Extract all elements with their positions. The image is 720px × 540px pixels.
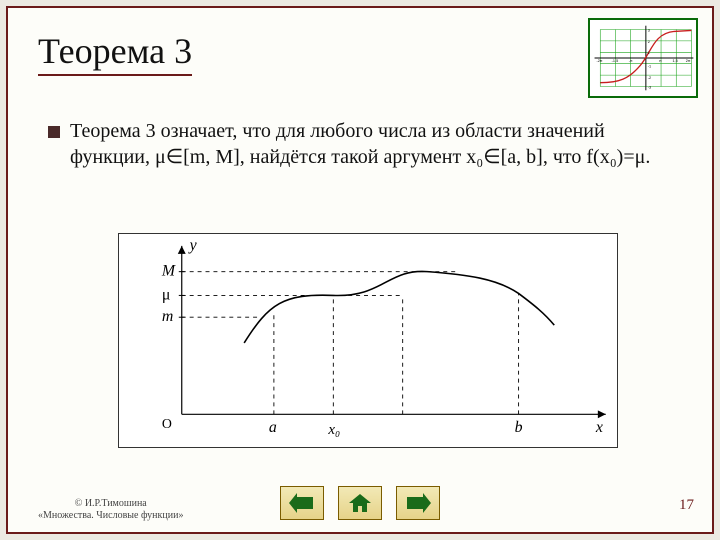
bullet-square-icon [48,126,60,138]
svg-text:a: a [269,419,277,436]
footer-credit: © И.Р.Тимошина «Множества. Числовые функ… [38,498,183,522]
svg-text:-1,5: -1,5 [612,59,619,63]
svg-text:-2π: -2π [596,59,602,63]
svg-text:π: π [659,59,662,63]
page-number: 17 [679,497,694,514]
next-button[interactable] [396,486,440,520]
svg-text:3: 3 [648,28,650,32]
svg-text:1,5: 1,5 [672,59,677,63]
thumbnail-plot: -2π -1,5 -π π 1,5 2π 3 2 1 -1 -2 -3 [588,18,698,98]
svg-text:x: x [595,419,603,436]
svg-text:m: m [162,308,173,325]
svg-text:μ: μ [162,286,171,303]
copyright: © И.Р.Тимошина [38,498,183,510]
svg-text:-2: -2 [648,76,651,80]
svg-text:2π: 2π [686,59,691,63]
slide-frame: -2π -1,5 -π π 1,5 2π 3 2 1 -1 -2 -3 Теорема 3 Те… [6,6,714,534]
svg-text:-1: -1 [648,65,651,69]
svg-text:y: y [188,237,198,254]
theorem-text: Теорема 3 означает, что для любого числа… [70,118,672,170]
svg-text:O: O [162,416,172,431]
svg-text:-3: -3 [648,85,651,89]
slide-title: Теорема 3 [38,30,192,76]
prev-button[interactable] [280,486,324,520]
svg-text:x₀: x₀ [327,422,340,438]
main-figure: yMμm Oa x₀ b x [118,233,618,448]
svg-text:1: 1 [648,51,650,55]
body-text: Теорема 3 означает, что для любого числа… [48,118,672,170]
svg-text:2: 2 [648,40,650,44]
svg-text:b: b [515,419,523,436]
svg-text:-π: -π [629,59,633,63]
home-button[interactable] [338,486,382,520]
svg-text:M: M [161,263,176,280]
nav-buttons [280,486,440,520]
source-title: «Множества. Числовые функции» [38,510,183,522]
